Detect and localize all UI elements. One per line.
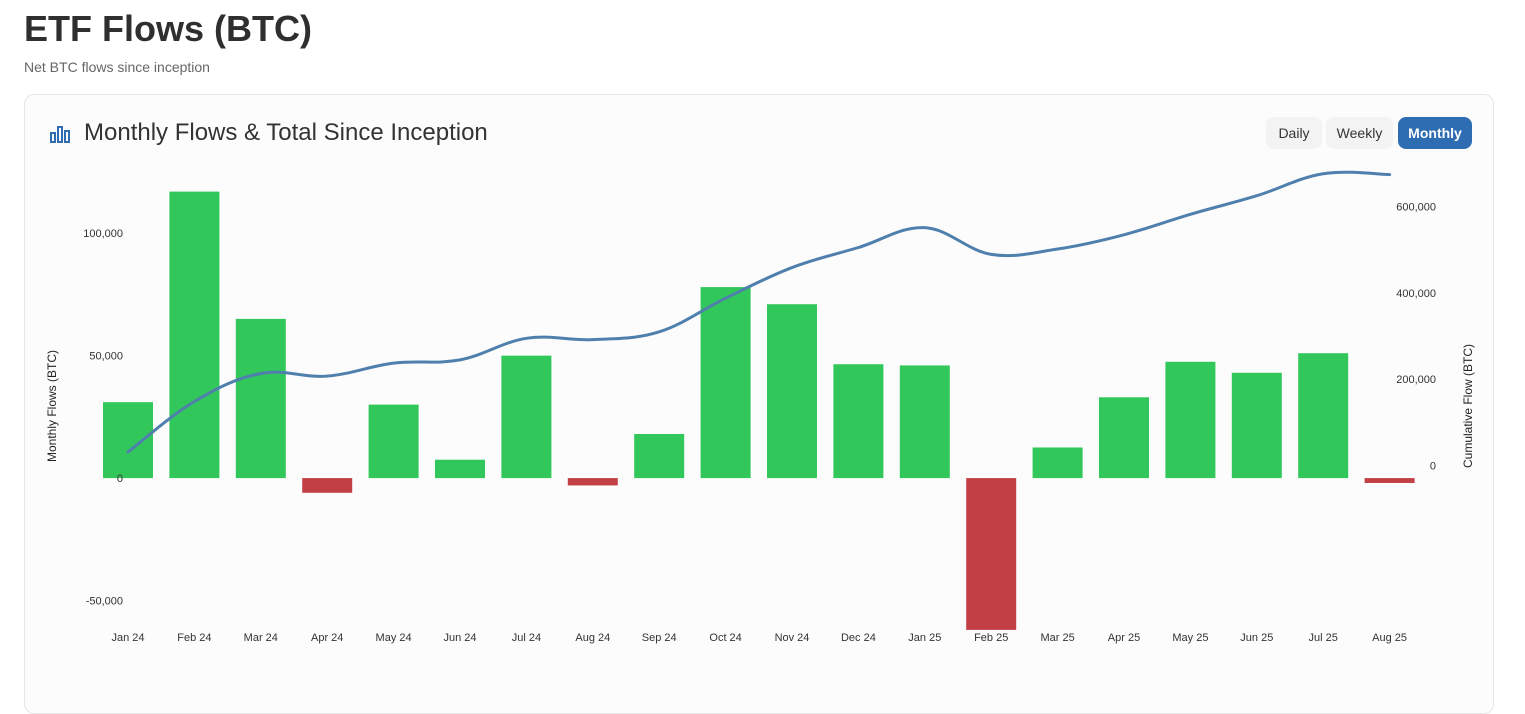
x-tick-label: Mar 24 [244, 632, 278, 644]
x-tick-label: Dec 24 [841, 632, 876, 644]
x-tick-label: Jun 24 [443, 632, 476, 644]
y-tick-label: -50,000 [86, 596, 123, 608]
flow-bar [899, 365, 950, 479]
x-tick-label: Aug 24 [575, 632, 610, 644]
flow-bar [767, 304, 817, 479]
x-tick-label: Apr 25 [1108, 632, 1140, 644]
flow-bar [501, 355, 552, 479]
flow-bar [1099, 397, 1149, 479]
x-tick-label: Mar 25 [1040, 632, 1074, 644]
flow-bar [235, 318, 286, 479]
y2-tick-label: 0 [1430, 460, 1436, 472]
flow-bar [302, 478, 353, 493]
toggle-monthly[interactable]: Monthly [1398, 117, 1472, 149]
y-axis-title: Monthly Flows (BTC) [45, 350, 59, 462]
flow-bar [103, 402, 153, 479]
flows-chart: 100,000 50,000 0 -50,000 600,000 400,000 200,0… [45, 170, 1475, 644]
y2-tick-label: 600,000 [1396, 202, 1436, 214]
x-tick-label: Jan 24 [111, 632, 144, 644]
x-tick-label: Jul 24 [512, 632, 541, 644]
y2-axis-title: Cumulative Flow (BTC) [1461, 344, 1475, 468]
flow-bar [634, 434, 685, 479]
flow-bar [1364, 478, 1415, 483]
flow-bar [368, 404, 419, 479]
x-tick-label: Feb 24 [177, 632, 211, 644]
flow-bar [567, 478, 618, 486]
x-tick-label: Jul 25 [1309, 632, 1338, 644]
page-subtitle: Net BTC flows since inception [24, 59, 210, 75]
x-tick-label: Sep 24 [642, 632, 677, 644]
toggle-weekly[interactable]: Weekly [1326, 117, 1393, 149]
flow-bar [1231, 372, 1282, 479]
x-tick-label: Jan 25 [908, 632, 941, 644]
bar-chart-icon [50, 126, 70, 143]
flow-bar [435, 459, 485, 479]
x-tick-label: Aug 25 [1372, 632, 1407, 644]
y-tick-label: 50,000 [89, 351, 123, 363]
flow-bar [1032, 447, 1083, 479]
flow-bar [833, 364, 884, 479]
x-tick-label: Feb 25 [974, 632, 1008, 644]
flow-bar [1165, 361, 1216, 479]
x-tick-label: Jun 25 [1240, 632, 1273, 644]
toggle-daily[interactable]: Daily [1266, 117, 1322, 149]
y-tick-label: 100,000 [83, 228, 123, 240]
cumulative-flow-line [126, 170, 1392, 454]
y-tick-label: 0 [117, 473, 123, 485]
page-title: ETF Flows (BTC) [24, 8, 312, 49]
card-title: Monthly Flows & Total Since Inception [84, 119, 488, 146]
x-tick-label: May 24 [376, 632, 412, 644]
y2-tick-label: 400,000 [1396, 288, 1436, 300]
y2-tick-label: 200,000 [1396, 374, 1436, 386]
x-tick-label: May 25 [1172, 632, 1208, 644]
flow-bar [1298, 353, 1349, 479]
flow-bar [966, 478, 1017, 630]
x-tick-label: Apr 24 [311, 632, 343, 644]
flow-bar [169, 191, 220, 479]
flow-bar [700, 287, 751, 479]
x-tick-label: Nov 24 [775, 632, 810, 644]
x-tick-label: Oct 24 [709, 632, 741, 644]
